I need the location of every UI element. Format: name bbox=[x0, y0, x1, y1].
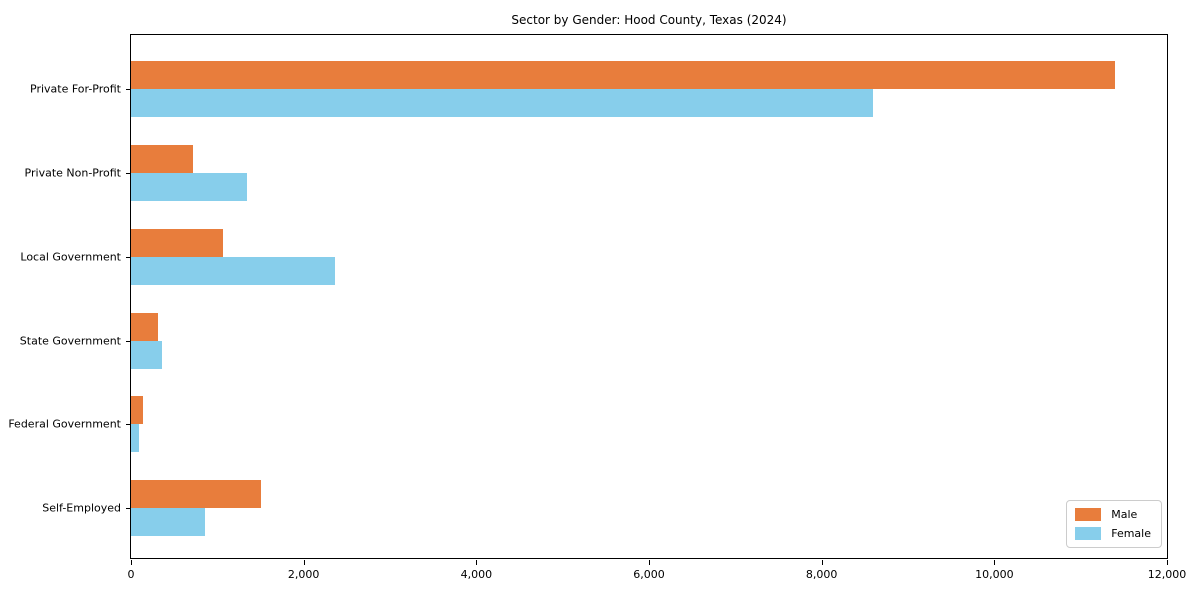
x-axis-tick-mark bbox=[303, 560, 305, 565]
x-axis-tick-mark bbox=[821, 560, 823, 565]
y-axis-tick bbox=[126, 340, 131, 342]
female-bar bbox=[131, 256, 335, 285]
x-axis-tick-label: 6,000 bbox=[633, 568, 665, 581]
y-axis-label: Local Government bbox=[20, 250, 121, 264]
x-axis-tick-label: 10,000 bbox=[975, 568, 1014, 581]
x-axis-tick-mark bbox=[1167, 560, 1168, 565]
y-axis-tick bbox=[126, 256, 131, 258]
x-axis-tick-mark bbox=[994, 560, 996, 565]
male-bar bbox=[131, 60, 1116, 89]
chart-title: Sector by Gender: Hood County, Texas (20… bbox=[511, 13, 787, 27]
x-axis-tick-label: 2,000 bbox=[287, 568, 320, 581]
legend: Male Female bbox=[1066, 500, 1162, 548]
female-bar bbox=[131, 424, 139, 453]
plot-area: Private For-Profit Private Non-Profit Loca… bbox=[8, 34, 1186, 581]
male-bar bbox=[131, 312, 158, 341]
male-bar bbox=[131, 480, 262, 509]
female-bar bbox=[131, 508, 205, 537]
y-axis-label: Private For-Profit bbox=[30, 82, 121, 96]
female-bar bbox=[131, 88, 874, 117]
x-axis-tick-label: 4,000 bbox=[460, 568, 493, 581]
x-axis-tick-label: 12,000 bbox=[1147, 568, 1187, 581]
female-bar bbox=[131, 340, 163, 369]
y-axis-tick bbox=[126, 172, 131, 174]
male-bar bbox=[131, 144, 194, 173]
y-axis-tick bbox=[126, 88, 131, 90]
x-axis-tick-label: 0 bbox=[127, 568, 135, 581]
male-bar bbox=[131, 396, 144, 425]
y-axis-tick bbox=[126, 424, 131, 426]
x-axis-tick-mark bbox=[131, 560, 132, 565]
legend-label: Female bbox=[1111, 527, 1151, 540]
legend-entry-male: Male bbox=[1075, 508, 1151, 521]
x-axis-tick-mark bbox=[476, 560, 478, 565]
legend-label: Male bbox=[1111, 508, 1138, 521]
y-axis-label: State Government bbox=[19, 334, 121, 348]
legend-entry-female: Female bbox=[1075, 527, 1151, 540]
x-axis-tick-mark bbox=[649, 560, 650, 565]
female-bar bbox=[131, 172, 247, 201]
x-axis-tick-label: 8,000 bbox=[805, 568, 838, 581]
male-swatch bbox=[1075, 508, 1102, 521]
male-bar bbox=[131, 228, 224, 257]
y-axis-label: Private Non-Profit bbox=[24, 166, 121, 180]
female-swatch bbox=[1075, 527, 1102, 540]
y-axis-label: Federal Government bbox=[8, 417, 121, 431]
y-axis-tick bbox=[126, 508, 131, 510]
y-axis-label: Self-Employed bbox=[42, 501, 121, 515]
